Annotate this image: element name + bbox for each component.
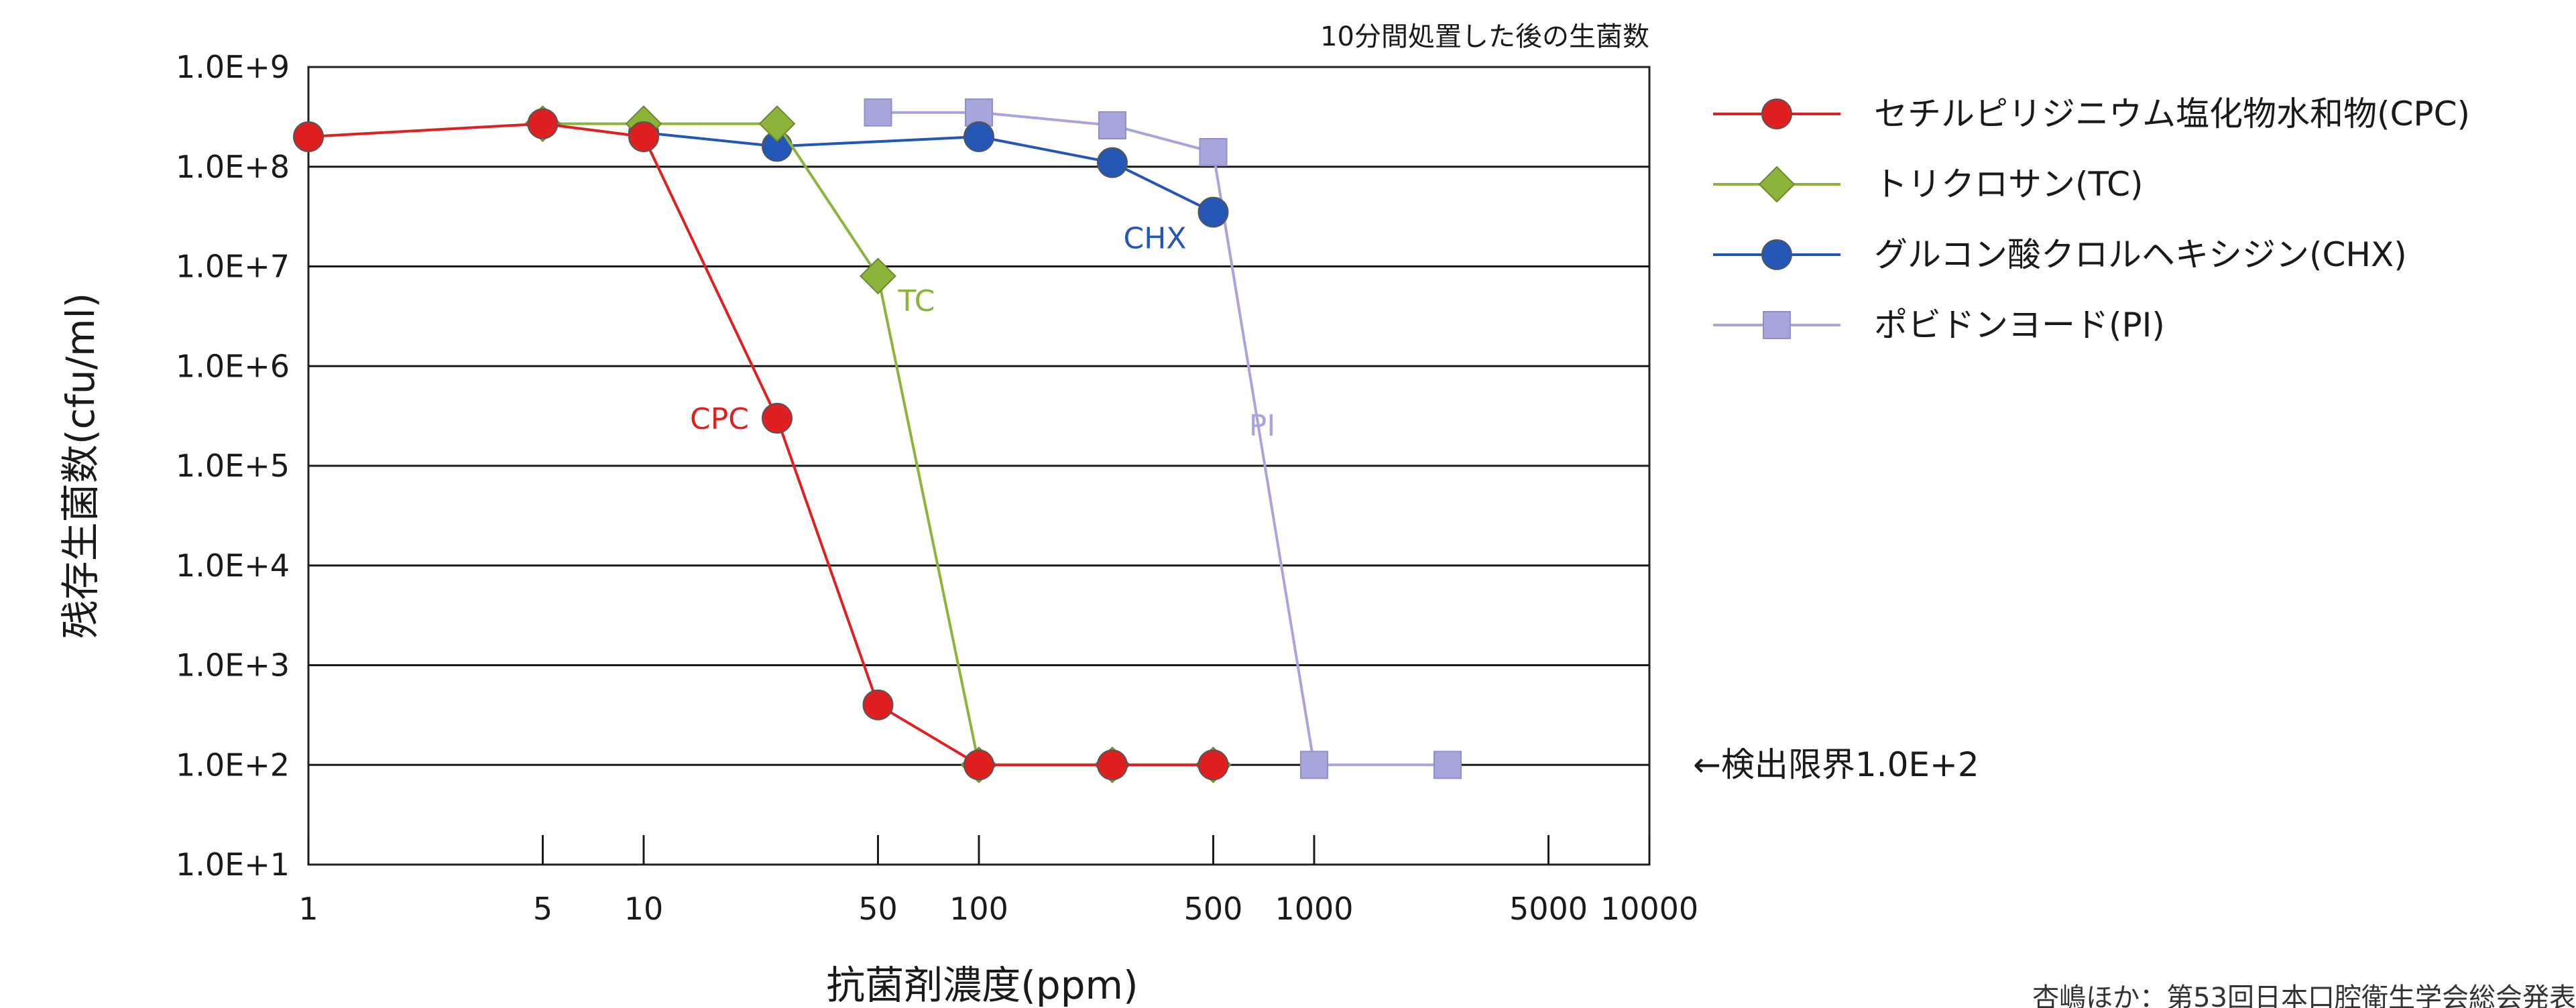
y-tick-label: 1.0E+4 bbox=[176, 548, 290, 584]
data-point-cpc bbox=[963, 749, 994, 781]
series-label-pi: PI bbox=[1249, 409, 1276, 443]
legend-marker bbox=[1758, 166, 1796, 203]
legend-marker bbox=[1761, 99, 1792, 129]
chart-title: 10分間処置した後の生菌数 bbox=[1320, 21, 1649, 52]
data-point-cpc bbox=[293, 121, 324, 152]
data-point-pi bbox=[1098, 111, 1126, 140]
legend-marker bbox=[1763, 311, 1791, 339]
series-line-pi bbox=[878, 111, 1448, 767]
series-label-tc: TC bbox=[897, 284, 935, 318]
data-point-pi bbox=[864, 98, 892, 127]
legend: セチルピリジニウム塩化物水和物(CPC) トリクロサン(TC) グルコン酸クロルヘキ… bbox=[1713, 94, 2470, 344]
y-tick-label: 1.0E+6 bbox=[176, 348, 290, 384]
legend-label: ポビドンヨード(PI) bbox=[1874, 306, 2165, 344]
data-point-cpc bbox=[862, 689, 894, 720]
data-point-chx bbox=[1197, 196, 1229, 228]
detection-limit-note: ←検出限界1.0E+2 bbox=[1693, 745, 1979, 784]
x-tick-label: 1000 bbox=[1275, 891, 1353, 927]
footnote: 杏嶋ほか：第53回日本口腔衛生学会総会発表 bbox=[2032, 983, 2576, 1008]
y-tick-label: 1.0E+7 bbox=[176, 249, 290, 285]
data-point-pi bbox=[1433, 751, 1462, 779]
data-point-cpc bbox=[628, 121, 659, 152]
data-point-chx bbox=[1096, 147, 1128, 178]
y-tick-label: 1.0E+5 bbox=[176, 448, 290, 484]
series-label-chx: CHX bbox=[1124, 222, 1187, 256]
y-axis-ticks: 1.0E+1 1.0E+2 1.0E+3 1.0E+4 1.0E+5 1.0E+6 1.0E… bbox=[176, 49, 290, 883]
x-tick-label: 10 bbox=[624, 891, 664, 927]
data-point-pi bbox=[1300, 751, 1328, 779]
x-tick-label: 1 bbox=[298, 891, 318, 927]
series-line-cpc bbox=[308, 122, 1214, 767]
data-point-tc bbox=[758, 105, 796, 142]
data-point-cpc bbox=[1197, 749, 1229, 781]
x-axis-ticks: 1 5 10 50 100 500 1000 5000 10000 bbox=[298, 835, 1698, 927]
y-tick-label: 1.0E+2 bbox=[176, 747, 290, 783]
x-tick-label: 5000 bbox=[1509, 891, 1588, 927]
x-tick-label: 10000 bbox=[1600, 891, 1698, 927]
y-tick-label: 1.0E+8 bbox=[176, 149, 290, 185]
x-tick-label: 500 bbox=[1184, 891, 1243, 927]
data-point-pi bbox=[1199, 138, 1228, 167]
y-tick-label: 1.0E+1 bbox=[176, 846, 290, 883]
data-point-chx bbox=[963, 121, 994, 152]
data-point-tc bbox=[860, 257, 896, 295]
series-labels: CPC TC CHX PI bbox=[690, 222, 1275, 444]
legend-label: グルコン酸クロルヘキシジン(CHX) bbox=[1874, 235, 2407, 274]
y-tick-label: 1.0E+3 bbox=[176, 647, 290, 684]
data-point-cpc bbox=[761, 403, 793, 434]
y-axis-title: 残存生菌数(cfu/ml) bbox=[58, 293, 103, 639]
series-layer bbox=[293, 98, 1462, 783]
legend-label: トリクロサン(TC) bbox=[1874, 165, 2144, 204]
legend-marker bbox=[1761, 239, 1792, 270]
y-tick-label: 1.0E+9 bbox=[176, 49, 290, 85]
series-label-cpc: CPC bbox=[690, 402, 749, 436]
x-axis-title: 抗菌剤濃度(ppm) bbox=[826, 962, 1138, 1008]
x-tick-label: 5 bbox=[533, 891, 552, 927]
data-point-cpc bbox=[1096, 749, 1128, 781]
data-point-cpc bbox=[527, 108, 559, 139]
legend-label: セチルピリジニウム塩化物水和物(CPC) bbox=[1874, 94, 2470, 133]
x-tick-label: 100 bbox=[949, 891, 1008, 927]
x-tick-label: 50 bbox=[858, 891, 898, 927]
